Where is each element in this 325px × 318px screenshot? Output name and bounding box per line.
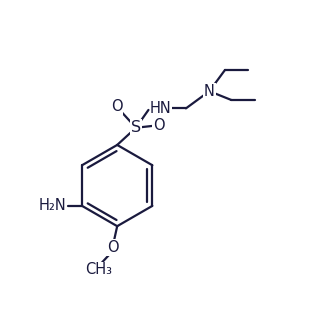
Text: O: O: [107, 240, 118, 255]
Text: CH₃: CH₃: [85, 262, 112, 277]
Text: O: O: [153, 118, 164, 133]
Text: HN: HN: [150, 101, 172, 116]
Text: O: O: [111, 99, 123, 114]
Text: N: N: [204, 84, 215, 99]
Text: H₂N: H₂N: [39, 198, 66, 213]
Text: S: S: [131, 120, 141, 135]
